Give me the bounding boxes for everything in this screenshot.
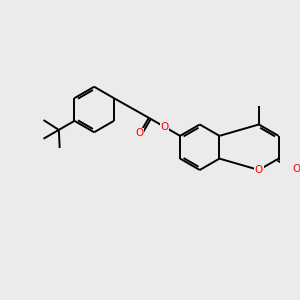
Text: O: O	[160, 122, 169, 132]
Text: O: O	[136, 128, 144, 138]
Text: O: O	[292, 164, 300, 174]
Text: O: O	[255, 165, 263, 175]
